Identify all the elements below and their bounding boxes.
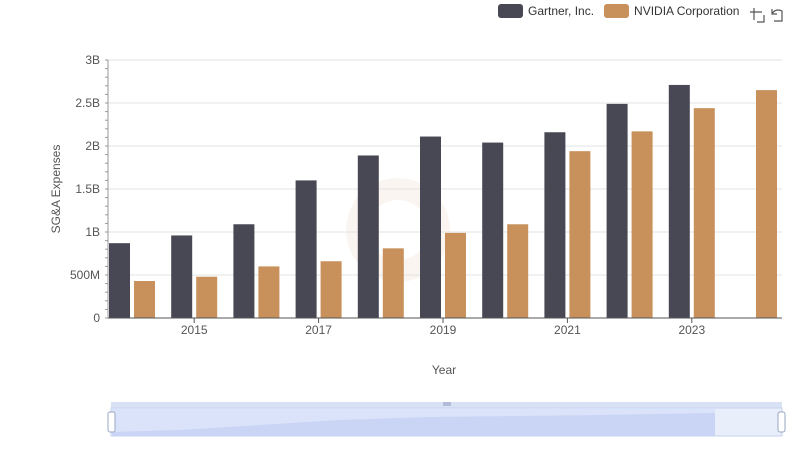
y-axis: 0 500M 1B 1.5B 2B 2.5B 3B	[70, 53, 109, 325]
bar-nvidia-2019[interactable]	[445, 232, 466, 318]
x-tick-label: 2017	[305, 323, 332, 337]
y-tick-label: 2B	[85, 139, 100, 153]
legend-label-gartner: Gartner, Inc.	[528, 4, 595, 18]
bar-nvidia-2015[interactable]	[196, 276, 218, 318]
bar-nvidia-2014[interactable]	[134, 281, 155, 318]
slider-handle-left[interactable]	[107, 411, 116, 433]
bar-gartner-2021[interactable]	[544, 132, 566, 318]
slider-grip[interactable]	[443, 402, 451, 406]
y-tick-label: 3B	[85, 53, 100, 67]
bar-nvidia-2023[interactable]	[693, 108, 715, 318]
bar-gartner-2022[interactable]	[606, 103, 628, 318]
zoom-icon[interactable]	[748, 6, 766, 24]
legend-swatch-gartner	[498, 4, 523, 18]
slider-handle-right[interactable]	[777, 411, 786, 433]
legend-item-gartner[interactable]: Gartner, Inc.	[498, 4, 594, 18]
legend-swatch-nvidia	[604, 4, 630, 18]
x-axis: 2015 2017 2019 2021 2023	[108, 317, 782, 337]
restore-icon[interactable]	[768, 6, 786, 24]
legend-item-nvidia[interactable]: NVIDIA Corporation	[604, 4, 739, 18]
legend-label-nvidia: NVIDIA Corporation	[634, 4, 740, 18]
bars	[109, 84, 777, 318]
bar-gartner-2018[interactable]	[357, 155, 379, 318]
bar-nvidia-2021[interactable]	[569, 151, 591, 318]
bar-gartner-2014[interactable]	[109, 243, 130, 318]
bar-nvidia-2020[interactable]	[507, 224, 529, 318]
bar-nvidia-2017[interactable]	[320, 261, 342, 318]
x-tick-label: 2015	[181, 323, 208, 337]
x-axis-label: Year	[432, 363, 456, 377]
data-zoom-slider[interactable]	[107, 402, 786, 437]
bar-gartner-2016[interactable]	[233, 224, 255, 318]
bar-gartner-2019[interactable]	[420, 136, 441, 318]
x-tick-label: 2019	[430, 323, 457, 337]
y-tick-label: 500M	[70, 268, 100, 282]
bar-nvidia-2022[interactable]	[631, 131, 653, 318]
x-tick-label: 2021	[554, 323, 581, 337]
bar-nvidia-2024[interactable]	[756, 90, 777, 318]
bar-gartner-2020[interactable]	[482, 142, 504, 318]
y-axis-label: SG&A Expenses	[49, 145, 63, 234]
slider-preview-area	[112, 413, 715, 436]
bar-nvidia-2016[interactable]	[258, 266, 280, 318]
y-tick-label: 1B	[85, 225, 100, 239]
bar-gartner-2023[interactable]	[668, 84, 690, 318]
y-tick-label: 1.5B	[75, 182, 100, 196]
bar-gartner-2015[interactable]	[171, 235, 193, 318]
bar-nvidia-2018[interactable]	[382, 248, 404, 318]
toolbox	[746, 6, 786, 24]
y-tick-label: 2.5B	[75, 96, 100, 110]
x-tick-label: 2023	[678, 323, 705, 337]
legend: Gartner, Inc. NVIDIA Corporation	[498, 4, 749, 18]
y-tick-label: 0	[93, 311, 100, 325]
bar-gartner-2017[interactable]	[295, 180, 317, 318]
